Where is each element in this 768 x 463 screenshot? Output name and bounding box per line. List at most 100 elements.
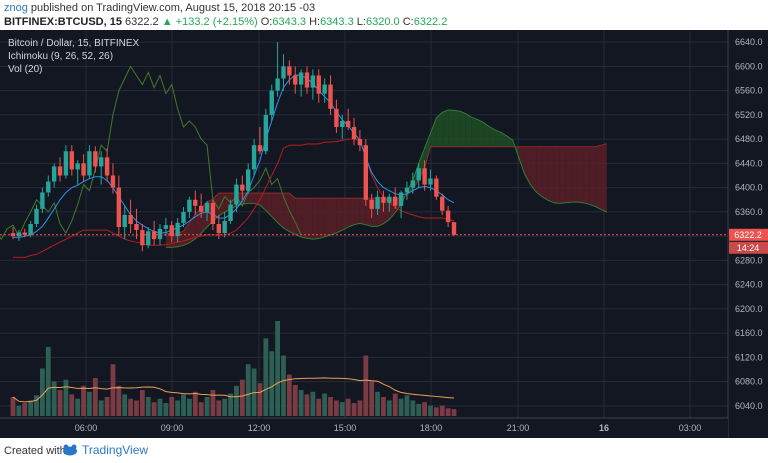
countdown-text: 14:24: [737, 243, 760, 253]
candle-body: [275, 78, 280, 91]
candle-body: [216, 224, 221, 234]
price-chart[interactable]: 6040.0 6080.0 6120.0 6160.0 6200.0 6240.0 6280…: [0, 30, 768, 438]
candle-body: [69, 151, 74, 170]
candle-body: [181, 211, 186, 223]
candle-body: [134, 224, 139, 231]
cloud-segment: [542, 146, 549, 201]
candle-body: [81, 163, 86, 176]
change-up-icon: ▲: [161, 16, 173, 28]
candle-body: [157, 228, 163, 240]
chart-area[interactable]: 6040.0 6080.0 6120.0 6160.0 6200.0 6240.0 6280…: [0, 30, 768, 438]
volume-bar: [386, 400, 392, 416]
candle-body: [175, 222, 180, 237]
cloud-segment: [265, 193, 272, 217]
cloud-segment: [330, 198, 337, 235]
high-value: 6343.3: [320, 16, 354, 28]
price-tick-label: 6400.0: [735, 183, 763, 193]
candle-body: [322, 84, 327, 94]
price-tick-label: 6360.0: [735, 207, 763, 217]
cloud-segment: [430, 117, 437, 147]
candle-body: [328, 84, 333, 109]
time-tick-label: 18:00: [420, 423, 443, 433]
published-text: published on TradingView.com, August 15,…: [30, 2, 316, 14]
price-tick-label: 6560.0: [735, 86, 763, 96]
volume-bar: [263, 338, 269, 416]
volume-bar: [181, 394, 186, 416]
volume-bar: [422, 402, 427, 416]
candle-body: [187, 199, 192, 212]
cloud-segment: [442, 110, 449, 147]
volume-bar: [57, 390, 63, 416]
volume-bar: [451, 409, 457, 416]
cloud-segment: [483, 122, 490, 147]
candle-body: [451, 222, 457, 235]
price-tick-label: 6040.0: [735, 401, 763, 411]
cloud-segment: [548, 146, 554, 203]
cloud-segment: [342, 198, 349, 231]
candle-body: [222, 220, 227, 234]
tradingview-logo-icon: [63, 444, 77, 456]
volume-bar: [433, 407, 439, 416]
volume-legend[interactable]: Vol (20): [8, 64, 42, 75]
volume-bar: [45, 346, 51, 416]
cloud-segment: [336, 198, 343, 234]
volume-bar: [157, 398, 163, 416]
tradingview-name: TradingView: [82, 443, 149, 457]
price-tag-text: 6322.2: [734, 230, 762, 240]
volume-bar: [292, 384, 298, 416]
candle-body: [63, 151, 69, 176]
candle-body: [345, 120, 351, 127]
candle-body: [316, 75, 321, 94]
cloud-segment: [277, 193, 284, 228]
close-label: C:: [402, 16, 414, 28]
volume-bar: [187, 398, 192, 416]
time-tick-label: 21:00: [507, 423, 530, 433]
volume-bar: [357, 400, 363, 416]
candle-body: [204, 202, 210, 212]
volume-bar: [16, 405, 22, 416]
ichimoku-legend[interactable]: Ichimoku (9, 26, 52, 26): [8, 51, 113, 62]
cloud-segment: [471, 117, 478, 147]
created-with-text: Created with: [4, 445, 66, 457]
candle-body: [387, 196, 392, 203]
price-tick-label: 6600.0: [735, 61, 763, 71]
cloud-segment: [518, 146, 525, 174]
candle-body: [87, 151, 92, 176]
volume-bar: [216, 400, 222, 416]
volume-bar: [445, 408, 451, 416]
cloud-segment: [454, 110, 460, 147]
time-axis[interactable]: [0, 418, 728, 438]
cloud-segment: [530, 146, 537, 193]
volume-bar: [175, 400, 181, 416]
cloud-segment: [506, 136, 513, 147]
volume-bar: [210, 390, 216, 416]
candle-body: [28, 224, 33, 235]
candle-body: [16, 232, 22, 237]
cloud-segment: [524, 146, 531, 185]
candle-body: [357, 139, 363, 146]
cloud-segment: [354, 198, 360, 225]
candle-body: [375, 196, 380, 209]
author-link[interactable]: znog: [4, 2, 28, 14]
volume-bar: [69, 394, 75, 416]
cloud-segment: [424, 133, 431, 168]
publish-line: znog published on TradingView.com, Augus…: [4, 2, 315, 14]
candle-body: [310, 75, 316, 88]
cloud-segment: [312, 198, 319, 240]
low-label: L:: [356, 16, 366, 28]
cloud-segment: [565, 146, 572, 203]
cloud-segment: [536, 146, 543, 197]
candle-body: [257, 145, 263, 152]
volume-bar: [204, 397, 210, 416]
cloud-segment: [595, 145, 601, 210]
cloud-segment: [271, 193, 278, 223]
cloud-segment: [436, 112, 443, 147]
candle-body: [140, 230, 145, 246]
candle-body: [104, 157, 110, 176]
countdown-box: [729, 241, 768, 254]
cloud-segment: [459, 111, 466, 147]
volume-bar: [75, 398, 81, 416]
tradingview-brand[interactable]: TradingView: [62, 443, 148, 457]
cloud-segment: [248, 193, 255, 204]
volume-bar: [87, 391, 92, 416]
